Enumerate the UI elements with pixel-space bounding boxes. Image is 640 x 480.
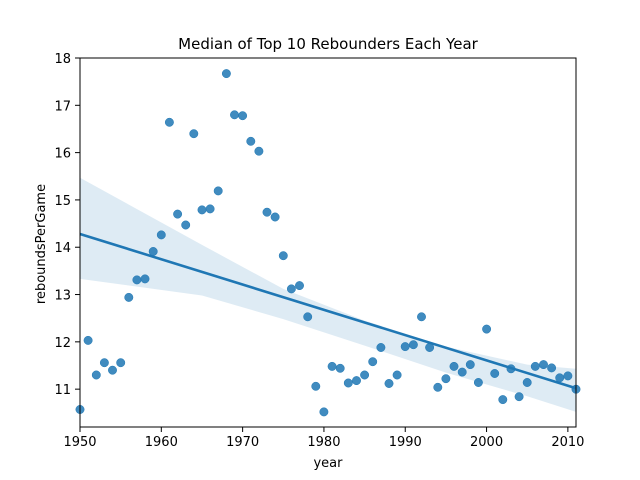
- regression-line-layer: [79, 232, 577, 390]
- data-point: [164, 117, 174, 127]
- data-point: [140, 274, 150, 284]
- y-tick-label: 12: [54, 336, 71, 351]
- data-point: [547, 363, 557, 373]
- data-point: [327, 361, 337, 371]
- y-tick-label: 15: [54, 194, 71, 209]
- data-point: [473, 378, 483, 387]
- confidence-band: [80, 177, 576, 412]
- x-tick-label: 1990: [389, 435, 422, 450]
- data-point: [238, 111, 248, 121]
- data-point: [539, 360, 548, 370]
- chart-title: Median of Top 10 Rebounders Each Year: [178, 35, 478, 53]
- data-point: [230, 110, 239, 120]
- data-point: [530, 361, 540, 371]
- data-point: [108, 365, 117, 375]
- data-point: [563, 371, 573, 381]
- data-point: [286, 284, 296, 294]
- data-point: [441, 374, 451, 384]
- data-point: [270, 212, 280, 222]
- regression-line: [79, 232, 577, 390]
- data-point: [189, 129, 199, 139]
- x-tick-label: 1970: [226, 435, 259, 450]
- data-point: [246, 136, 256, 146]
- data-point: [303, 312, 313, 322]
- data-point: [498, 395, 508, 405]
- data-point: [99, 358, 109, 368]
- data-point: [555, 373, 565, 383]
- data-point: [368, 357, 378, 367]
- y-tick-label: 18: [54, 52, 71, 67]
- y-axis-ticks: 11 12 13 14 15 16 17 18: [54, 52, 80, 398]
- data-point: [91, 370, 101, 380]
- data-point: [124, 292, 134, 302]
- data-point: [514, 392, 524, 402]
- plot-frame: [79, 57, 577, 428]
- x-tick-label: 2000: [470, 435, 503, 450]
- data-point: [384, 379, 394, 388]
- data-point: [360, 370, 370, 380]
- data-point: [156, 230, 166, 240]
- x-tick-label: 2010: [551, 435, 584, 450]
- data-point: [132, 275, 142, 285]
- data-point: [417, 312, 426, 322]
- data-point: [392, 370, 402, 380]
- data-point: [213, 186, 223, 196]
- data-point: [376, 343, 386, 352]
- data-point: [181, 220, 191, 230]
- data-point: [116, 358, 126, 368]
- data-point: [482, 324, 492, 334]
- data-point: [311, 381, 321, 391]
- data-point: [522, 378, 532, 387]
- x-axis-ticks: 1950 1960 1970 1980 1990 2000 2010: [63, 427, 584, 450]
- y-tick-label: 13: [54, 289, 71, 304]
- data-point: [352, 376, 361, 386]
- x-axis-title: year: [313, 456, 343, 471]
- data-point: [197, 205, 207, 215]
- data-point: [148, 247, 158, 256]
- confidence-band-layer: [80, 177, 576, 412]
- data-point: [173, 209, 183, 219]
- data-point: [319, 407, 329, 417]
- data-point: [295, 281, 304, 291]
- y-axis-title: reboundsPerGame: [34, 184, 49, 304]
- data-point: [278, 251, 288, 261]
- x-tick-label: 1960: [145, 435, 178, 450]
- data-point: [400, 342, 410, 352]
- data-point: [335, 363, 345, 373]
- data-points-layer: [75, 69, 581, 417]
- data-point: [433, 382, 443, 392]
- data-point: [205, 204, 215, 214]
- data-point: [262, 207, 272, 217]
- data-point: [449, 361, 459, 371]
- data-point: [254, 146, 264, 156]
- y-tick-label: 11: [54, 383, 71, 398]
- data-point: [343, 378, 353, 388]
- data-point: [490, 369, 500, 378]
- x-tick-label: 1980: [307, 435, 340, 450]
- data-point: [408, 340, 418, 350]
- y-tick-label: 17: [54, 99, 71, 114]
- data-point: [83, 335, 93, 345]
- data-point: [221, 69, 231, 79]
- y-tick-label: 14: [54, 241, 71, 256]
- x-tick-label: 1950: [63, 435, 96, 450]
- data-point: [457, 367, 467, 377]
- y-tick-label: 16: [54, 147, 71, 162]
- data-point: [465, 360, 475, 370]
